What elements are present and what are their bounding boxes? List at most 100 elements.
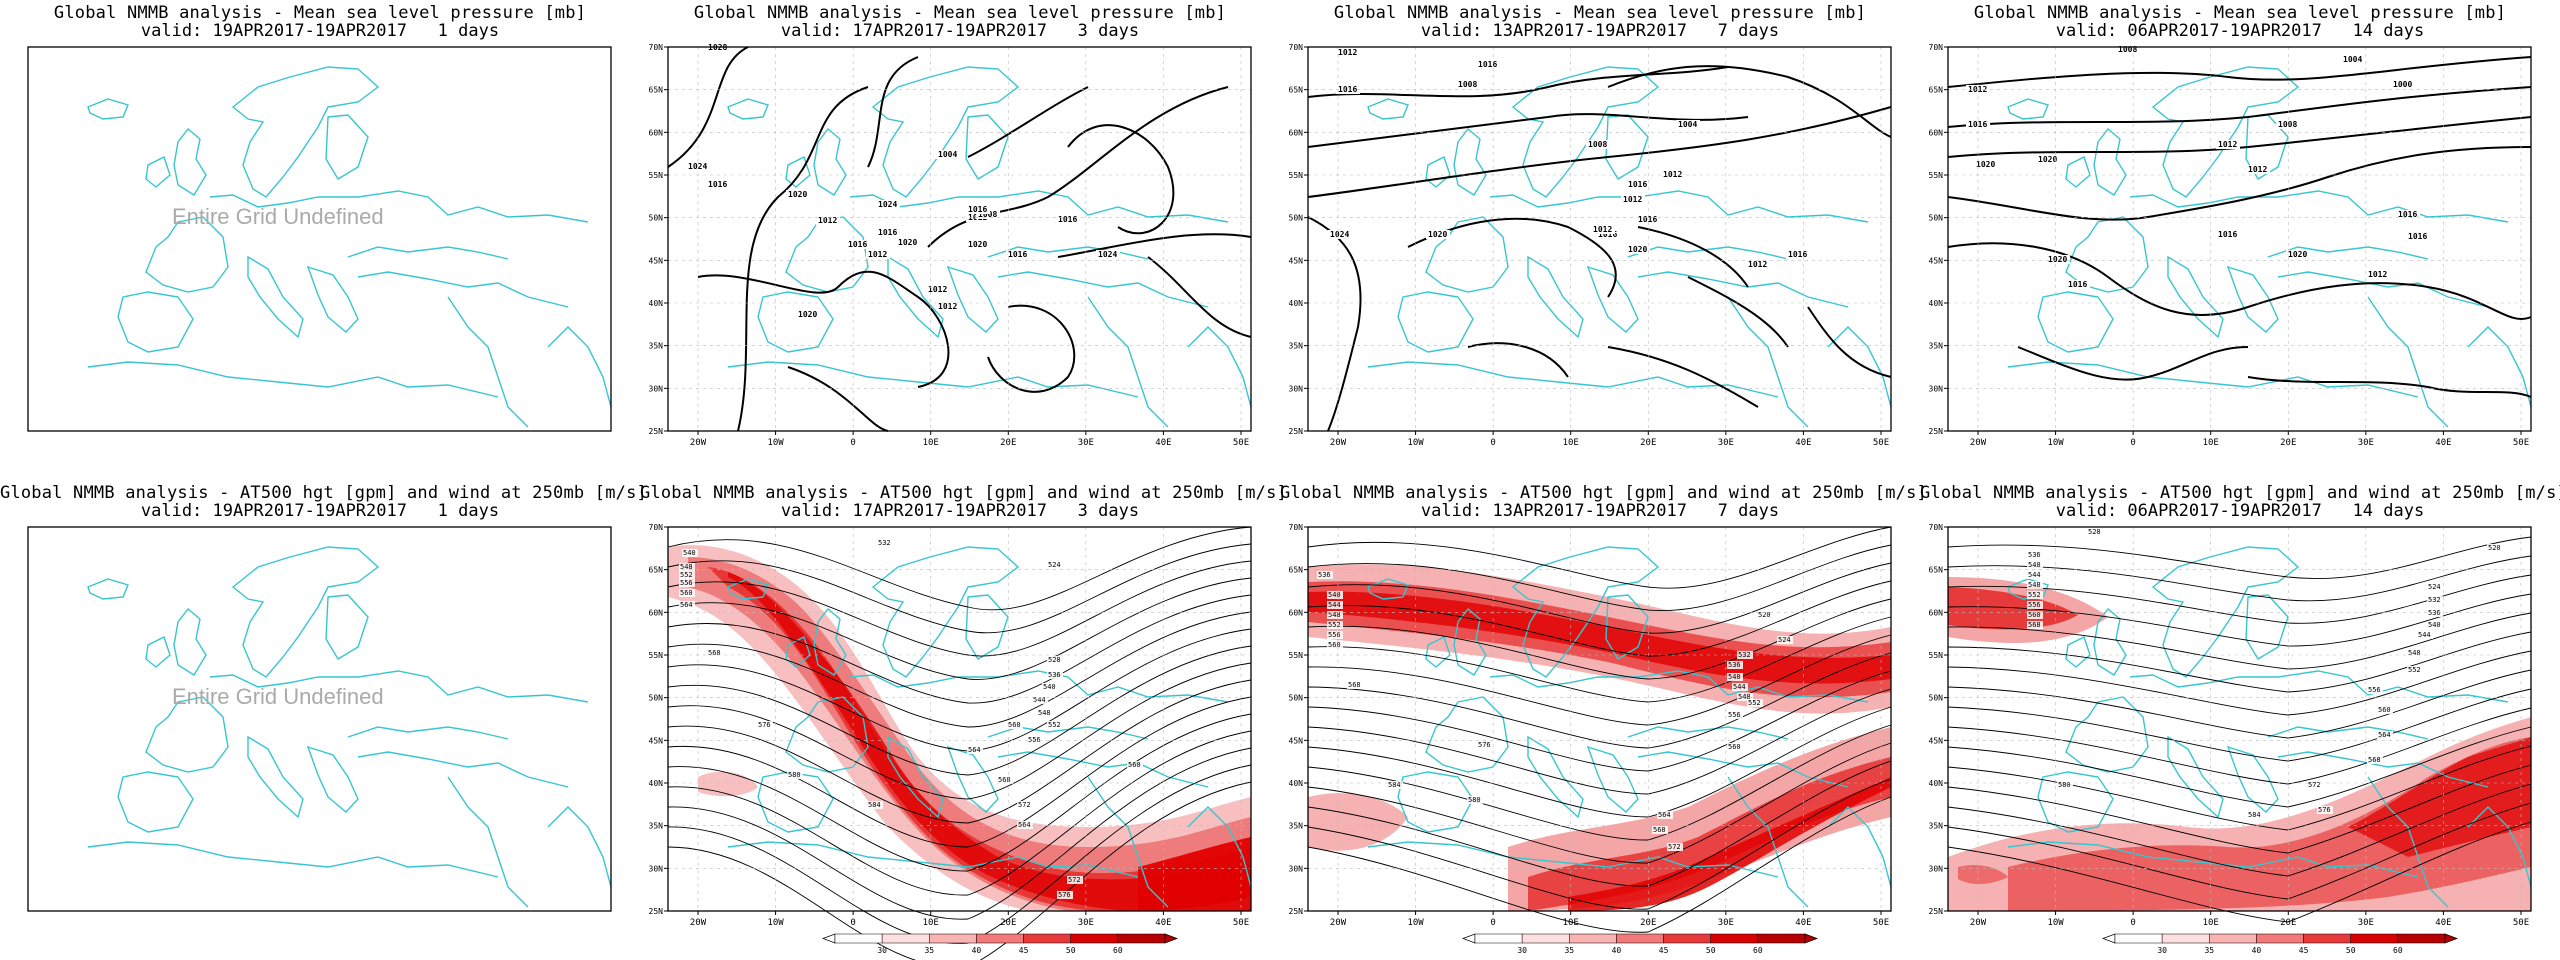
axis-ticks: 20W 10W 0 10E 20E 30E 40E 50E 70N 65N 60N 55N 50N 45N…	[649, 523, 1251, 928]
lat-tick-label: 25N	[649, 907, 664, 916]
label-bg	[966, 240, 990, 249]
isobar	[1947, 242, 2532, 320]
coast-segment	[849, 670, 1229, 703]
height-label: 560	[1008, 721, 1021, 729]
jet-band	[1948, 587, 2078, 630]
jet-band	[1948, 717, 2531, 911]
coast-segment	[1489, 190, 1869, 223]
lat-tick-label: 35N	[1289, 822, 1304, 831]
height-label: 576	[1478, 741, 1491, 749]
isobar	[1607, 65, 1892, 138]
lon-tick-label: 40E	[1155, 918, 1171, 928]
coast-segment	[1605, 594, 1649, 660]
height-label: 560	[1728, 743, 1741, 751]
label-bg	[1626, 180, 1650, 189]
coast-segment	[871, 546, 1020, 678]
height-label: 536	[1318, 571, 1331, 579]
coast-segment	[887, 255, 944, 339]
coast-segment	[1605, 114, 1649, 180]
label-bg	[1067, 876, 1083, 884]
height-label: 560	[1328, 641, 1341, 649]
height-contour	[1307, 706, 1892, 818]
label-bg	[2407, 666, 2423, 674]
label-bg	[1591, 225, 1615, 234]
jet-shading	[1308, 564, 1891, 911]
jet-shading	[668, 545, 1251, 911]
coast-segment	[2129, 190, 2509, 223]
panel-mslp-14days: Global NMMB analysis - Mean sea level pr…	[1920, 0, 2560, 480]
label-bg	[1387, 781, 1403, 789]
lon-tick-label: 50E	[1233, 918, 1249, 928]
label-bg	[679, 601, 695, 609]
isobar-label: 1020	[2048, 255, 2067, 264]
label-bg	[1047, 721, 1063, 729]
height-label: 584	[2248, 811, 2261, 819]
isobar	[1057, 233, 1252, 258]
label-bg	[2417, 631, 2433, 639]
colorbar-tick-label: 40	[972, 946, 982, 955]
lon-tick-label: 0	[850, 438, 855, 448]
label-bg	[1596, 230, 1620, 239]
coast-segment	[757, 291, 834, 353]
lon-tick-label: 40E	[1155, 438, 1171, 448]
coast-segment	[1637, 271, 1849, 308]
isobar-label: 1024	[1330, 230, 1349, 239]
lat-tick-label: 65N	[1289, 86, 1304, 95]
colorbar-tick-label: 45	[1019, 946, 1029, 955]
coast-segment	[997, 271, 1209, 308]
height-label: 540	[1728, 673, 1741, 681]
lat-tick-label: 40N	[649, 299, 664, 308]
label-bg	[1747, 699, 1763, 707]
label-bg	[876, 200, 900, 209]
coast-segment	[997, 751, 1209, 788]
map-frame: 528 536 540 544 548 552 556 560 568 520 524 532 536 5…	[1929, 523, 2532, 928]
lon-tick-label: 10E	[2203, 438, 2219, 448]
coast-segment	[1627, 726, 1789, 740]
height-label: 544	[1328, 601, 1341, 609]
lat-tick-label: 50N	[649, 214, 664, 223]
label-bg	[1477, 741, 1493, 749]
lon-tick-label: 10W	[767, 918, 784, 928]
colorbar-arrow-right	[2444, 933, 2458, 944]
lon-tick-label: 50E	[1233, 438, 1249, 448]
jet-band	[1958, 865, 2008, 884]
height-label: 572	[1668, 843, 1681, 851]
isobar	[1807, 306, 1892, 378]
label-bg	[1657, 811, 1673, 819]
height-label: 540	[1043, 683, 1056, 691]
label-bg	[1586, 140, 1610, 149]
coastlines	[87, 546, 612, 908]
height-label: 552	[2028, 591, 2041, 599]
height-contour	[1307, 688, 1892, 795]
colorbar-tick-label: 35	[2204, 946, 2214, 955]
isobar-label: 1004	[1678, 120, 1697, 129]
colorbar-arrow-left	[822, 933, 836, 944]
coast-segment	[1425, 636, 1451, 668]
isobar	[987, 304, 1076, 393]
isobar-label: 1004	[2343, 55, 2362, 64]
height-label: 524	[1778, 636, 1791, 644]
coast-segment	[1397, 291, 1474, 353]
isobar-label: 1016	[1008, 250, 1027, 259]
label-bg	[1737, 693, 1753, 701]
label-bg	[2046, 255, 2070, 264]
lon-tick-label: 20E	[1000, 438, 1016, 448]
colorbar-swatch	[2350, 933, 2399, 944]
isobar	[1307, 113, 1749, 148]
label-bg	[679, 563, 695, 571]
height-contour	[1307, 580, 1892, 657]
lon-tick-label: 30E	[1078, 438, 1094, 448]
label-bg	[2246, 165, 2270, 174]
lat-tick-label: 70N	[1929, 43, 1944, 52]
isobar	[1307, 216, 1362, 432]
label-bg	[1328, 230, 1352, 239]
isobar-label: 1012	[1593, 225, 1612, 234]
height-label: 560	[2378, 706, 2391, 714]
height-label: 548	[1038, 709, 1051, 717]
height-label: 580	[2058, 781, 2071, 789]
label-bg	[2487, 544, 2503, 552]
height-label: 564	[680, 601, 693, 609]
label-bg	[866, 250, 890, 259]
isobar-label: 1020	[968, 240, 987, 249]
coast-segment	[247, 735, 304, 819]
